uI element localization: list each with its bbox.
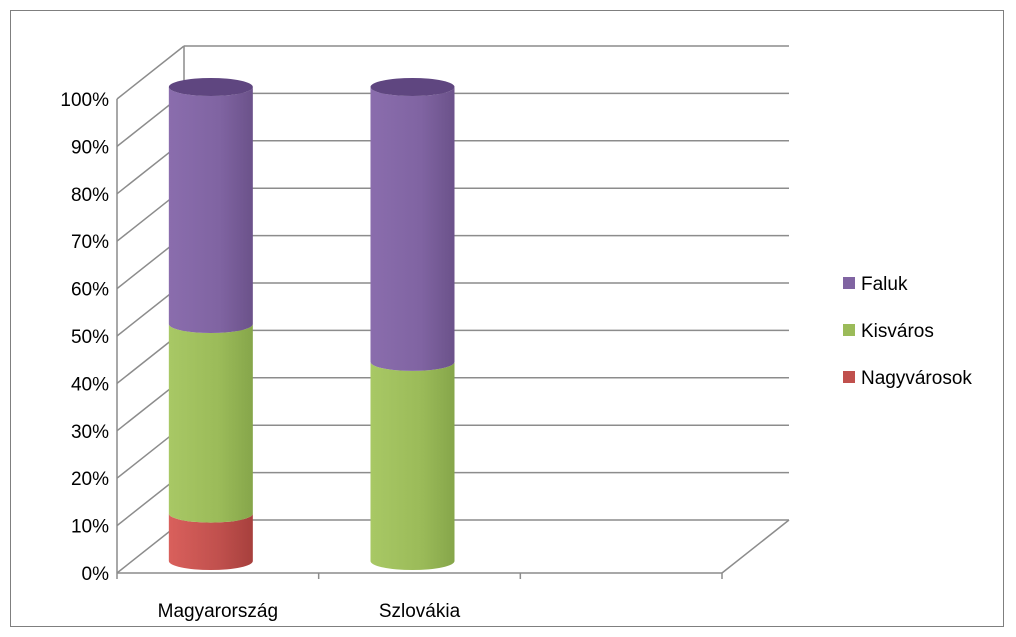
y-tick-label: 50% (71, 327, 109, 348)
legend-swatch (843, 371, 855, 383)
y-tick-label: 60% (71, 280, 109, 301)
bar-body (370, 361, 455, 570)
category-label: Magyarország (158, 601, 278, 622)
bar-segment (370, 78, 455, 371)
legend-item: Kisváros (843, 321, 934, 342)
bar-body (168, 324, 253, 523)
y-tick-label: 30% (71, 422, 109, 443)
legend-label: Nagyvárosok (861, 368, 972, 389)
category-label: Szlovákia (379, 601, 461, 622)
bar-body (370, 87, 455, 371)
legend-swatch (843, 324, 855, 336)
bars-layer (168, 78, 455, 570)
y-tick-label: 100% (60, 90, 109, 111)
bar-segment (168, 78, 253, 333)
bar-segment (168, 513, 253, 570)
y-tick-label: 40% (71, 374, 109, 395)
legend: Faluk Kisváros Nagyvárosok (843, 274, 972, 389)
y-tick-label: 10% (71, 517, 109, 538)
bar-body (168, 87, 253, 333)
legend-item: Nagyvárosok (843, 368, 972, 389)
bar-segment (168, 324, 253, 523)
legend-label: Faluk (861, 274, 908, 295)
bar-top-cap (370, 78, 455, 96)
bar-top-cap (168, 78, 253, 96)
legend-item: Faluk (843, 274, 908, 295)
axes-layer (116, 45, 790, 579)
side-gridline (116, 45, 185, 100)
y-tick-label: 90% (71, 137, 109, 158)
y-tick-label: 70% (71, 232, 109, 253)
y-tick-label: 0% (82, 564, 110, 585)
legend-swatch (843, 277, 855, 289)
bar-segment (370, 361, 455, 570)
y-tick-label: 20% (71, 469, 109, 490)
legend-label: Kisváros (861, 321, 934, 342)
bar-body (168, 513, 253, 570)
floor-edge (721, 519, 790, 574)
labels-layer: 0% 10% 20% 30% 40% 50% 60% 70% 80% 90% 100% Magyaro… (60, 90, 460, 622)
y-tick-label: 80% (71, 185, 109, 206)
